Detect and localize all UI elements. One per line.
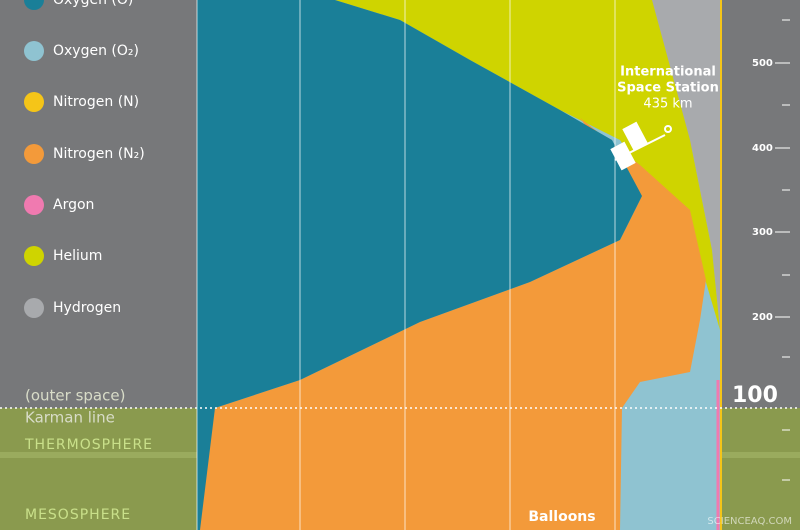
iss-icon <box>610 121 672 171</box>
axis-tick-label: 300 <box>752 227 773 238</box>
outer-space-label: (outer space) <box>25 387 125 405</box>
iss-name-line: Space Station <box>617 81 719 96</box>
axis-tick-label: 100 <box>732 383 778 408</box>
iss-altitude: 435 km <box>643 97 692 112</box>
layer-label: MESOSPHERE <box>25 507 131 523</box>
legend-dot <box>24 0 44 10</box>
helium-area <box>335 0 720 330</box>
nitrogen-n2-area <box>197 118 706 530</box>
balloons-label: Balloons <box>528 509 595 525</box>
watermark: SCIENCEAQ.COM <box>707 516 792 527</box>
axis-tick-label: 500 <box>752 58 773 69</box>
legend-dot <box>24 195 44 215</box>
axis-ticks <box>775 19 790 481</box>
axis-tick-label: 400 <box>752 143 773 154</box>
karman-label: Karman line <box>25 409 115 427</box>
legend-label: Argon <box>53 197 94 213</box>
hydrogen-area <box>650 0 720 330</box>
oxygen-o-area <box>197 0 642 530</box>
axis-tick-label: 200 <box>752 312 773 323</box>
grid <box>196 0 616 530</box>
legend-label: Oxygen (O) <box>53 0 133 8</box>
legend-label: Oxygen (O₂) <box>53 43 139 59</box>
legend-label: Hydrogen <box>53 300 121 316</box>
legend-label: Nitrogen (N) <box>53 94 139 110</box>
legend-dot <box>24 41 44 61</box>
layer-label: THERMOSPHERE <box>24 437 153 453</box>
legend-dot <box>24 246 44 266</box>
iss-name-line: International <box>620 65 716 80</box>
legend-label: Helium <box>53 248 102 264</box>
legend-dot <box>24 92 44 112</box>
legend-dot <box>24 144 44 164</box>
legend-dot <box>24 298 44 318</box>
legend-label: Nitrogen (N₂) <box>53 146 145 162</box>
